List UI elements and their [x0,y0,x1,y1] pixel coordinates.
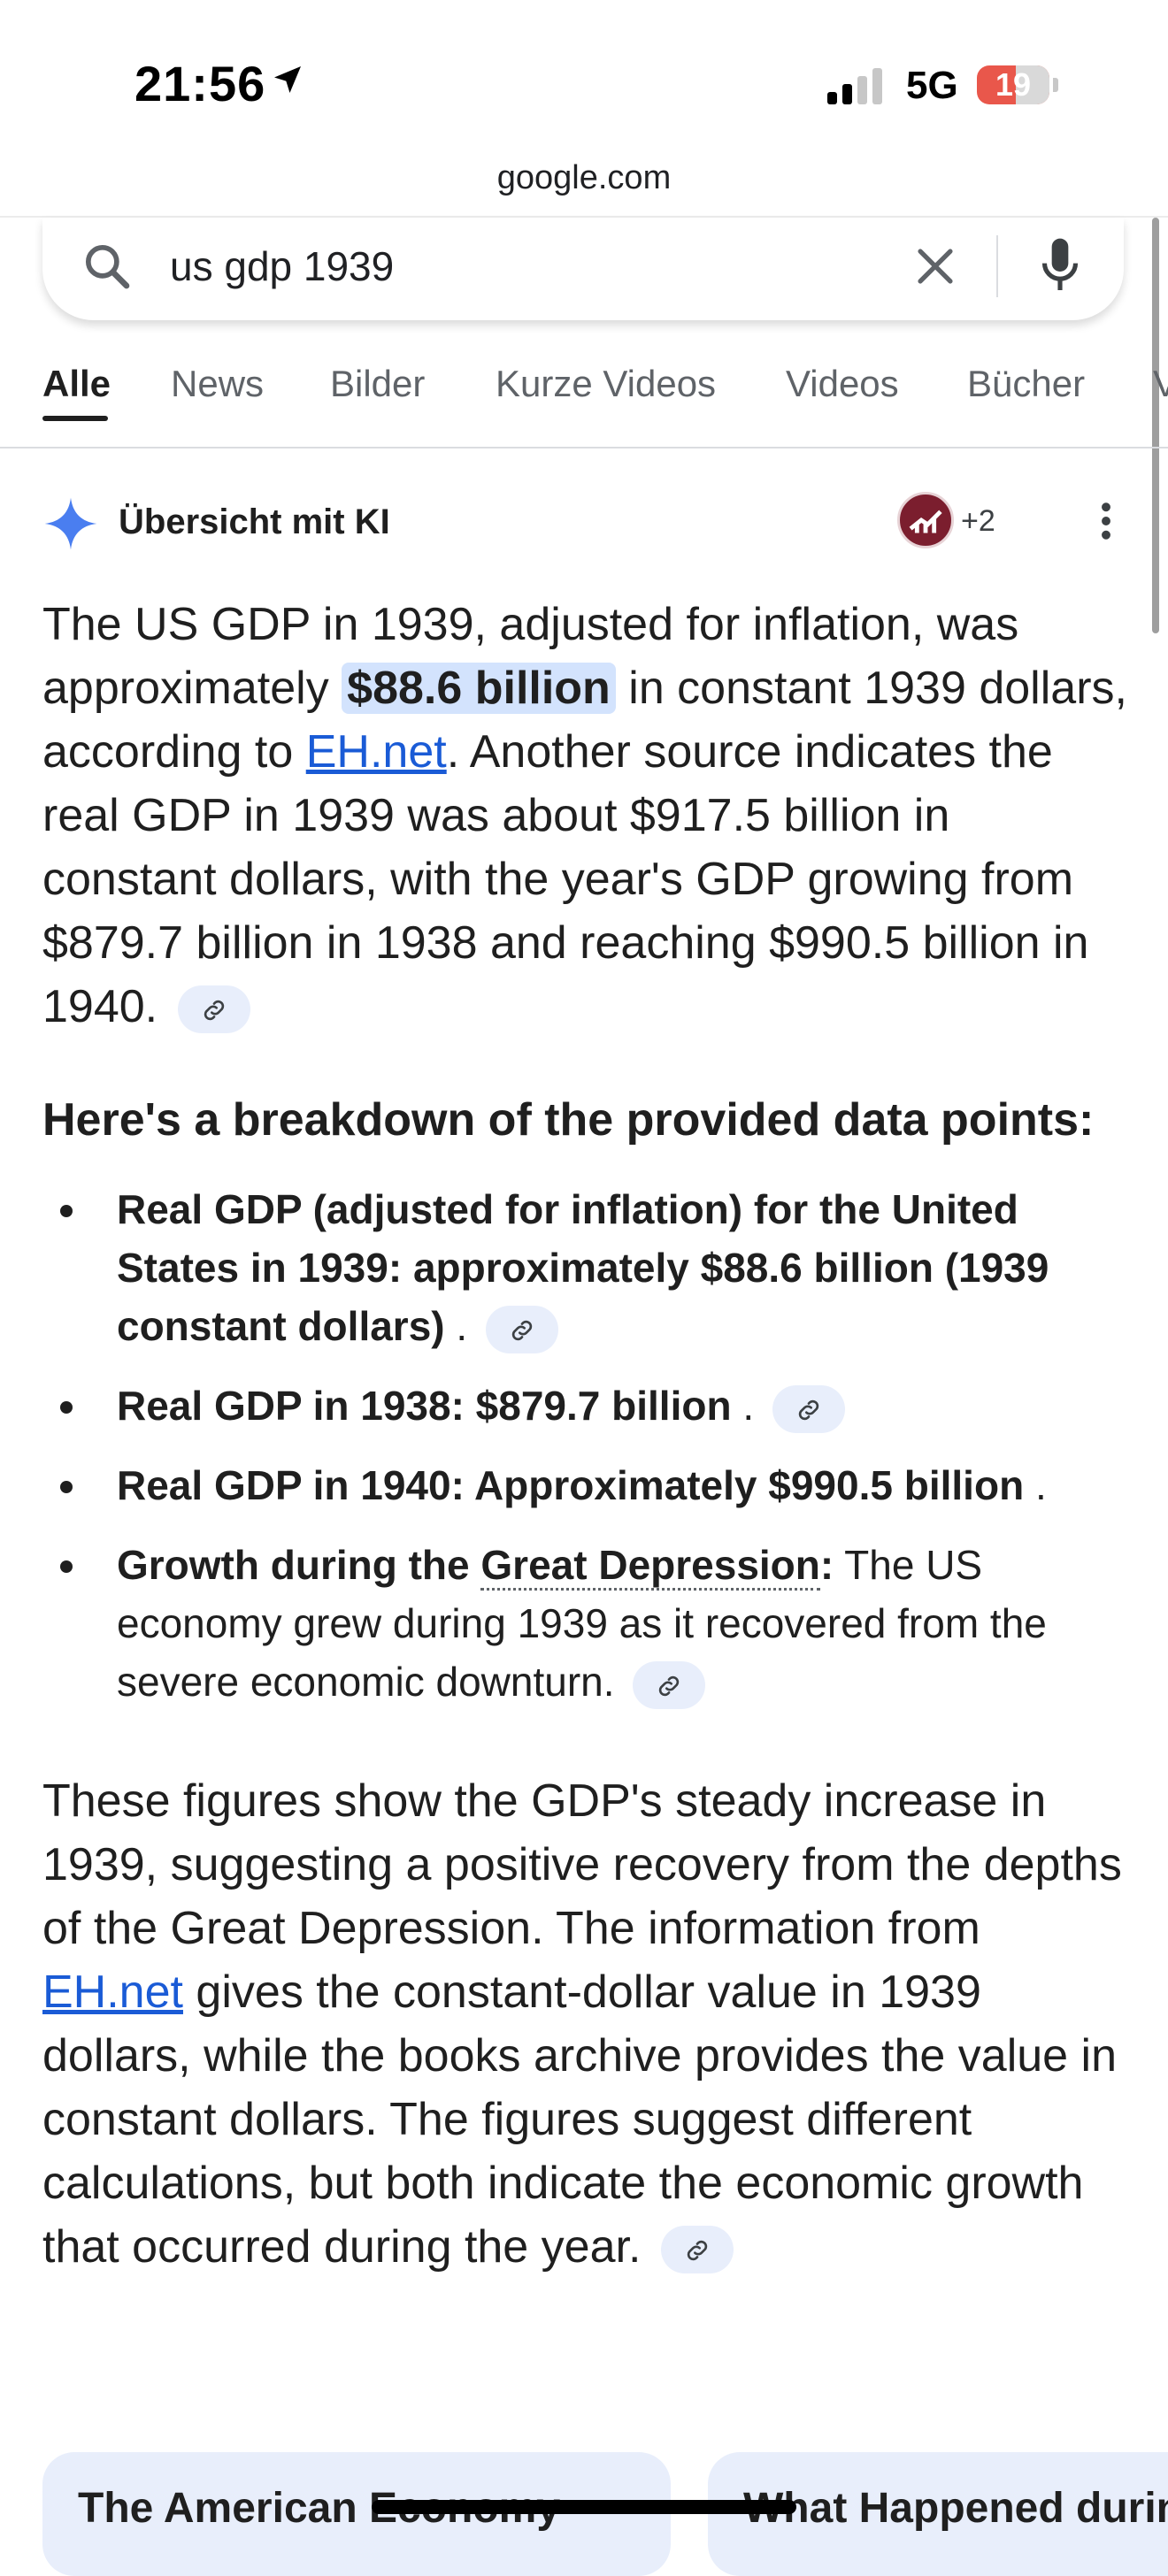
list-item: Real GDP in 1938: $879.7 billion . [42,1376,1131,1435]
address-bar-url[interactable]: google.com [496,159,672,196]
intro-text: The US GDP in 1939, adjusted for inflati… [42,599,1019,714]
bullet-bold: Growth during the [117,1542,481,1588]
source-link-chip[interactable] [772,1384,845,1433]
bullet-text: . [1024,1462,1047,1508]
source-link-chip[interactable] [633,1660,706,1709]
great-depression-link[interactable]: Great Depression [480,1542,820,1591]
close-icon[interactable] [910,241,961,296]
intro-text: . Another source indicates the real GDP … [42,726,1089,1032]
ai-overview-header: Übersicht mit KI +2 [42,492,1131,557]
status-bar: 21:56 5G 19 google.com [0,0,1168,196]
bullet-bold: Real GDP in 1938: $879.7 billion [117,1383,732,1429]
source-avatar[interactable] [897,492,954,548]
mic-icon[interactable] [1035,234,1085,302]
list-item: Real GDP in 1940: Approximately $990.5 b… [42,1456,1131,1514]
ai-overview-summary: These figures show the GDP's steady incr… [42,1769,1131,2279]
list-item: Real GDP (adjusted for inflation) for th… [42,1180,1131,1355]
search-tabs: Alle News Bilder Kurze Videos Videos Büc… [0,354,1168,449]
source-card-title: What Happened during [743,2485,1168,2532]
tab-news[interactable]: News [171,363,265,404]
source-card[interactable]: The American Economy [42,2452,671,2576]
bullet-bold: Real GDP (adjusted for inflation) for th… [117,1186,1049,1349]
source-link-chip[interactable] [177,985,250,1034]
search-input[interactable]: us gdp 1939 [170,243,395,289]
link-icon [511,1320,533,1341]
source-card[interactable]: What Happened during [708,2452,1168,2576]
tab-videos[interactable]: Videos [786,363,899,404]
source-link-chip[interactable] [660,2226,734,2274]
active-tab-indicator [42,416,108,421]
bullet-text: The US economy grew during 1939 as it re… [117,1542,1047,1705]
tab-buecher[interactable]: Bücher [967,363,1086,404]
data-points-list: Real GDP (adjusted for inflation) for th… [42,1180,1131,1732]
link-icon [659,1675,680,1697]
network-type: 5G [906,64,958,107]
tab-kurze-videos[interactable]: Kurze Videos [496,363,717,404]
ehnet-link[interactable]: EH.net [305,726,447,778]
source-link-chip[interactable] [485,1305,558,1353]
tab-bilder[interactable]: Bilder [330,363,426,404]
location-arrow-icon [270,62,305,102]
tab-alle[interactable]: Alle [42,363,111,404]
scrollbar[interactable] [1152,218,1159,633]
link-icon [798,1399,819,1421]
bullet-text: . [444,1303,468,1349]
tab-more[interactable]: V [1153,363,1168,404]
status-time: 21:56 [134,56,266,111]
bullet-bold: : [819,1542,834,1588]
more-sources-count[interactable]: +2 [961,504,995,538]
ehnet-link[interactable]: EH.net [42,1966,183,2018]
bullet-text: . [731,1383,755,1429]
ai-overview-title: Übersicht mit KI [119,502,390,541]
bullet-bold: Real GDP in 1940: Approximately $990.5 b… [117,1462,1025,1508]
ai-overview-intro: The US GDP in 1939, adjusted for inflati… [42,593,1131,1039]
more-vert-icon[interactable] [1095,497,1117,549]
signal-icon [827,67,888,106]
highlight-value[interactable]: $88.6 billion [342,663,616,714]
sparkle-icon [42,495,99,556]
battery-level: 19 [995,66,1032,103]
breakdown-heading: Here's a breakdown of the provided data … [42,1094,1095,1146]
search-bar[interactable]: us gdp 1939 [42,218,1124,320]
summary-text: These figures show the GDP's steady incr… [42,1775,1122,1954]
search-icon[interactable] [80,239,134,298]
intro-text: in constant 1939 dollars, according to [42,663,1127,778]
battery-indicator: 19 [977,65,1049,104]
summary-text: gives the constant-dollar value in 1939 … [42,1966,1118,2273]
list-item: Growth during the Great Depression: The … [42,1536,1131,1711]
home-indicator[interactable] [372,2500,796,2514]
link-icon [204,1000,224,1021]
link-icon [687,2241,708,2261]
